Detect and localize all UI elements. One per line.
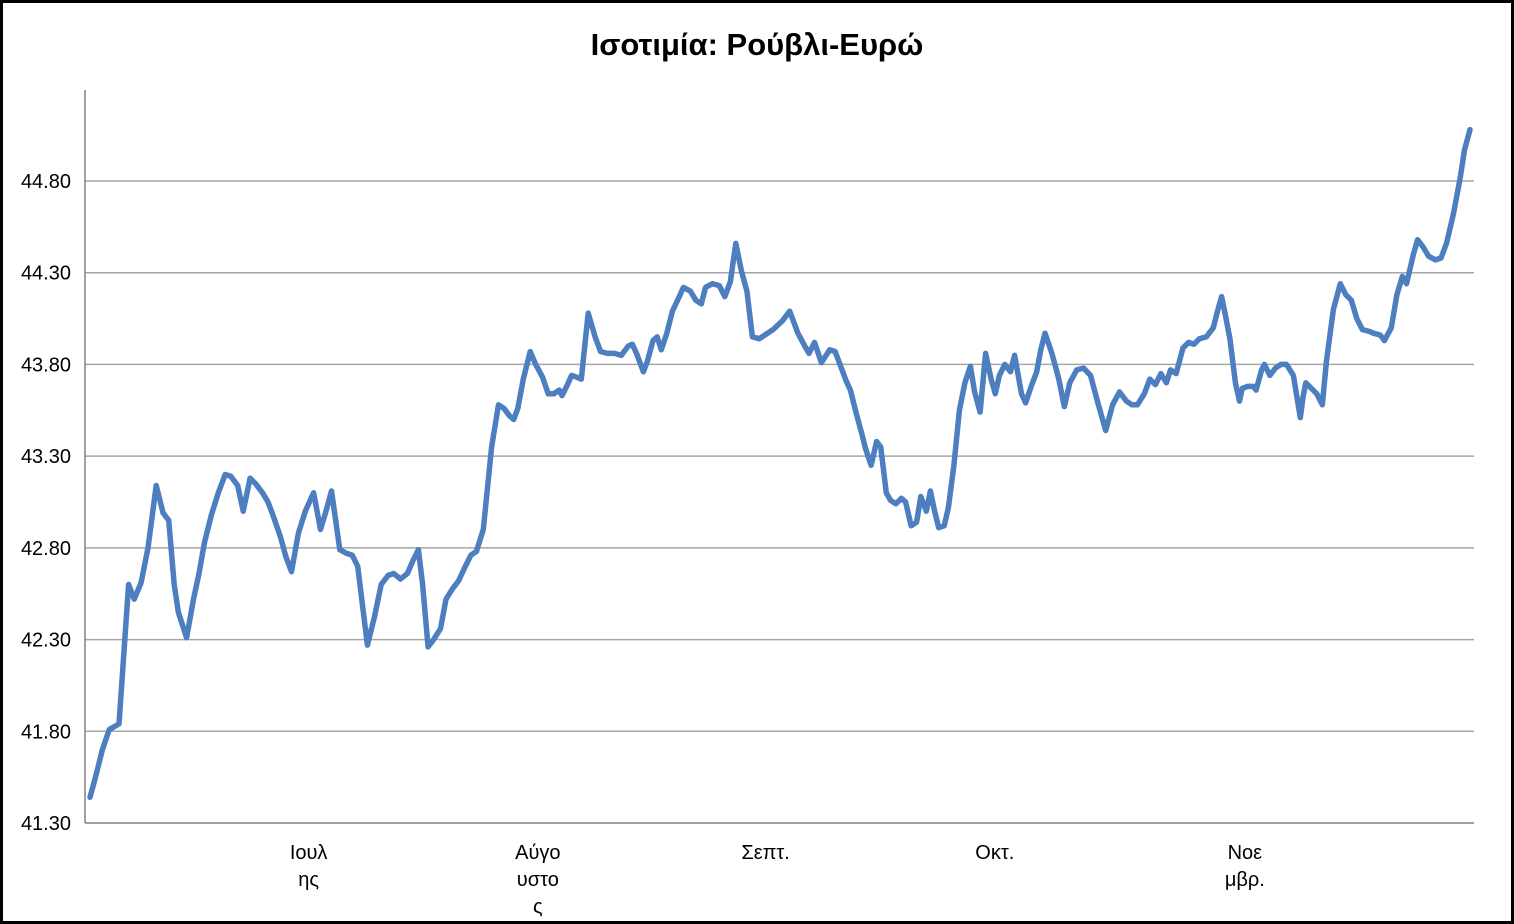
x-axis-month-label: Οκτ. (975, 842, 1014, 864)
y-axis-tick-label: 42.30 (21, 630, 71, 652)
y-axis-tick-label: 44.80 (21, 171, 71, 193)
y-axis-tick-label: 41.30 (21, 813, 71, 835)
x-axis-month-label: Σεπτ. (741, 842, 790, 864)
y-axis-tick-label: 41.80 (21, 721, 71, 743)
y-axis-tick-label: 44.30 (21, 263, 71, 285)
x-axis-month-label: μβρ. (1225, 869, 1265, 891)
x-axis-month-label: Αύγο (515, 842, 560, 864)
y-axis-tick-label: 43.80 (21, 354, 71, 376)
y-axis-tick-label: 43.30 (21, 446, 71, 468)
x-axis-month-label: Νοε (1228, 842, 1263, 864)
series-line-ruble-euro (87, 126, 1473, 801)
y-axis-tick-label: 42.80 (21, 538, 71, 560)
x-axis-month-label: υστο (517, 869, 559, 891)
x-axis-month-label: Ιουλ (290, 842, 328, 864)
x-axis-month-label: ς (533, 896, 543, 918)
exchange-rate-line-chart: 41.30 41.80 42.30 42.80 43.30 43.80 44.30 44.80… (21, 90, 1474, 918)
x-axis-month-label: ης (298, 869, 319, 891)
chart-title: Ισοτιμία: Ρούβλι-Ευρώ (590, 27, 924, 62)
